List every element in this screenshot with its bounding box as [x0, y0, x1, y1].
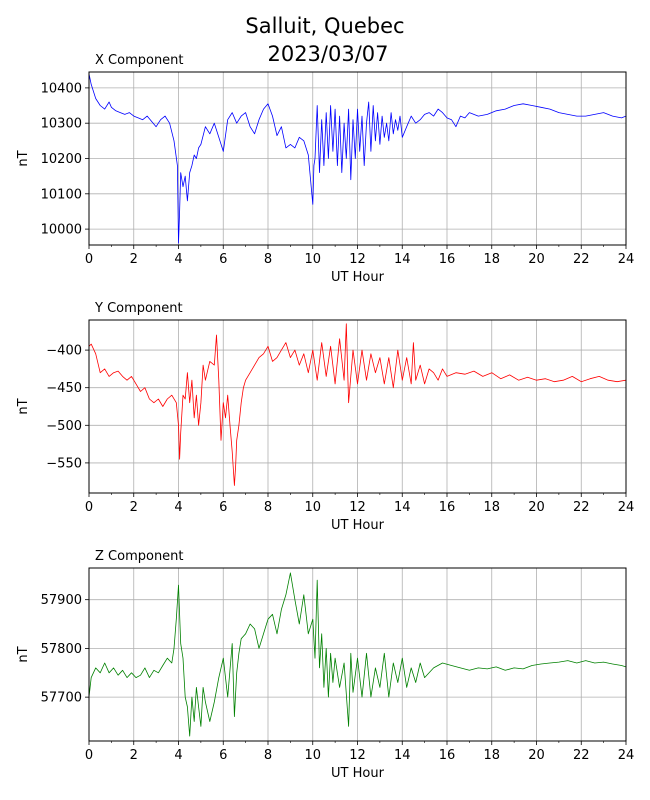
y-y-axis-label: nT: [16, 398, 31, 414]
x-x-tick-label: 20: [528, 252, 545, 267]
y-x-axis-label: UT Hour: [331, 518, 385, 533]
z-x-tick-label: 10: [304, 748, 321, 763]
y-x-tick-label: 24: [618, 500, 635, 515]
x-x-tick-label: 6: [219, 252, 227, 267]
y-component-title: Y Component: [94, 301, 183, 316]
y-x-tick-label: 20: [528, 500, 545, 515]
y-y-tick-label: −450: [46, 381, 82, 396]
y-y-tick-label: −400: [46, 344, 82, 359]
z-x-tick-label: 24: [618, 748, 635, 763]
y-x-tick-label: 10: [304, 500, 321, 515]
y-x-tick-label: 4: [174, 500, 182, 515]
x-x-tick-label: 22: [573, 252, 590, 267]
figure-title-line1: Salluit, Quebec: [245, 14, 404, 38]
z-x-tick-label: 2: [130, 748, 138, 763]
z-y-tick-label: 57800: [41, 642, 82, 657]
x-x-tick-label: 4: [174, 252, 182, 267]
y-x-tick-label: 16: [439, 500, 456, 515]
z-x-tick-label: 16: [439, 748, 456, 763]
figure-title-line2: 2023/03/07: [267, 42, 388, 66]
z-x-tick-label: 14: [394, 748, 411, 763]
x-x-axis-label: UT Hour: [331, 270, 385, 285]
x-x-tick-label: 14: [394, 252, 411, 267]
x-x-tick-label: 18: [483, 252, 500, 267]
z-x-axis-label: UT Hour: [331, 766, 385, 781]
y-y-tick-label: −550: [46, 456, 82, 471]
y-x-tick-label: 22: [573, 500, 590, 515]
x-y-tick-label: 10100: [41, 187, 82, 202]
x-x-tick-label: 24: [618, 252, 635, 267]
x-component-title: X Component: [95, 53, 184, 68]
z-x-tick-label: 4: [174, 748, 182, 763]
x-component-line: [89, 73, 626, 244]
y-component-line: [89, 323, 626, 486]
y-x-tick-label: 12: [349, 500, 366, 515]
y-x-tick-label: 0: [85, 500, 93, 515]
z-y-tick-label: 57900: [41, 593, 82, 608]
z-component-line: [89, 572, 626, 737]
x-x-tick-label: 0: [85, 252, 93, 267]
z-y-axis-label: nT: [16, 646, 31, 662]
z-y-tick-label: 57700: [41, 691, 82, 706]
z-x-tick-label: 20: [528, 748, 545, 763]
x-y-tick-label: 10200: [41, 152, 82, 167]
x-y-axis-label: nT: [16, 150, 31, 166]
x-x-tick-label: 8: [264, 252, 272, 267]
y-x-tick-label: 2: [130, 500, 138, 515]
x-x-tick-label: 12: [349, 252, 366, 267]
x-component-panel: 0 2 4 6 8 10 12 14 16 18 20 22 241000010100102001030…: [16, 53, 634, 285]
z-x-tick-label: 12: [349, 748, 366, 763]
x-x-tick-label: 10: [304, 252, 321, 267]
y-x-tick-label: 14: [394, 500, 411, 515]
z-component-title: Z Component: [95, 549, 184, 564]
x-x-tick-label: 16: [439, 252, 456, 267]
z-x-tick-label: 22: [573, 748, 590, 763]
y-x-tick-label: 18: [483, 500, 500, 515]
x-y-tick-label: 10400: [41, 81, 82, 96]
z-x-tick-label: 6: [219, 748, 227, 763]
z-x-tick-label: 8: [264, 748, 272, 763]
y-y-tick-label: −500: [46, 419, 82, 434]
x-x-tick-label: 2: [130, 252, 138, 267]
y-x-tick-label: 6: [219, 500, 227, 515]
z-x-tick-label: 0: [85, 748, 93, 763]
z-x-tick-label: 18: [483, 748, 500, 763]
x-y-tick-label: 10300: [41, 117, 82, 132]
x-y-tick-label: 10000: [41, 223, 82, 238]
y-x-tick-label: 8: [264, 500, 272, 515]
